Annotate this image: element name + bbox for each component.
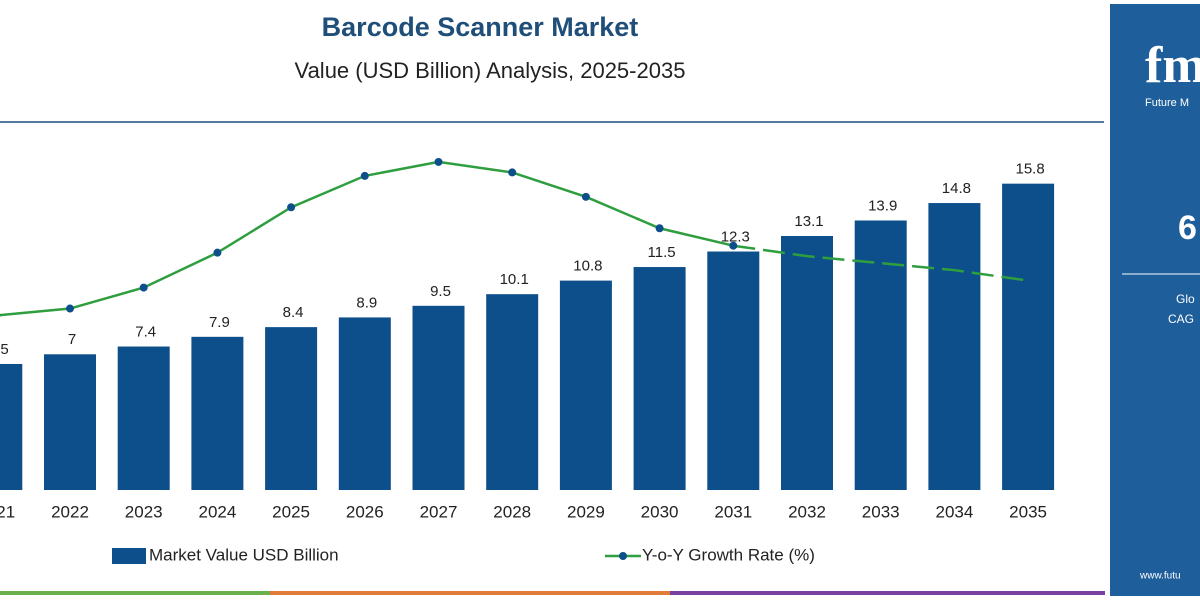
data-label: 10.1 [500, 271, 529, 288]
x-tick-label: 2027 [420, 502, 458, 521]
bar [339, 317, 391, 490]
x-tick-label: 2024 [198, 502, 236, 521]
x-tick-label: 2029 [567, 502, 605, 521]
panel-label: Glo [1176, 292, 1195, 306]
stripe [0, 591, 270, 595]
data-label: 15.8 [1015, 161, 1044, 178]
line-marker [361, 172, 369, 180]
panel-figure: 6 [1178, 209, 1197, 247]
x-tick-label: 2033 [862, 502, 900, 521]
stripe [670, 591, 1105, 595]
logo: fm [1145, 37, 1200, 94]
x-tick-label: 2034 [935, 502, 973, 521]
x-tick-label: 2032 [788, 502, 826, 521]
panel-label: CAG [1168, 312, 1194, 326]
chart-subtitle: Value (USD Billion) Analysis, 2025-2035 [295, 58, 686, 83]
line-marker [213, 249, 221, 257]
line-marker [508, 168, 516, 176]
bar [1002, 184, 1054, 490]
data-label: 13.1 [794, 213, 823, 230]
bar [413, 306, 465, 490]
data-label: 14.8 [942, 180, 971, 197]
data-label: 7.9 [209, 314, 230, 331]
legend-swatch [112, 548, 146, 564]
data-label: 10.8 [573, 258, 602, 275]
data-label: 7 [68, 331, 76, 348]
legend-label: Y-o-Y Growth Rate (%) [642, 545, 815, 564]
x-tick-label: 2031 [714, 502, 752, 521]
x-tick-label: 2030 [641, 502, 679, 521]
side-panel: fm Future M 6 Glo CAG www.futu [1106, 0, 1200, 600]
x-tick-label: 2026 [346, 502, 384, 521]
data-label: 8.9 [356, 294, 377, 311]
line-marker [435, 158, 443, 166]
data-label: 13.9 [868, 197, 897, 214]
legend-swatch [619, 552, 627, 560]
stripe [270, 591, 670, 595]
line-marker [656, 224, 664, 232]
bar [44, 354, 96, 490]
bar [560, 281, 612, 490]
brand: Future M [1145, 97, 1189, 109]
x-tick-label: 2022 [51, 502, 89, 521]
bar [928, 203, 980, 490]
bar [118, 347, 170, 490]
x-tick-label: 2023 [125, 502, 163, 521]
data-label: 11.5 [648, 244, 676, 261]
x-tick-label: 2025 [272, 502, 310, 521]
line-marker [729, 242, 737, 250]
bar [265, 327, 317, 490]
bar [634, 267, 686, 490]
bar [191, 337, 243, 490]
data-label: 7.4 [135, 323, 156, 340]
x-tick-label: 2035 [1009, 502, 1047, 521]
line-marker [140, 284, 148, 292]
chart-title: Barcode Scanner Market [322, 12, 639, 42]
data-label: 6.5 [0, 341, 9, 358]
line-marker [66, 305, 74, 313]
bar [486, 294, 538, 490]
bar [0, 364, 22, 490]
line-marker [582, 193, 590, 201]
website: www.futu [1139, 571, 1181, 582]
legend-label: Market Value USD Billion [149, 545, 339, 564]
x-tick-label: 2021 [0, 502, 15, 521]
data-label: 9.5 [430, 283, 451, 300]
bar [707, 252, 759, 490]
x-tick-label: 2028 [493, 502, 531, 521]
bar [781, 236, 833, 490]
line-marker [287, 203, 295, 211]
data-label: 8.4 [283, 304, 304, 321]
